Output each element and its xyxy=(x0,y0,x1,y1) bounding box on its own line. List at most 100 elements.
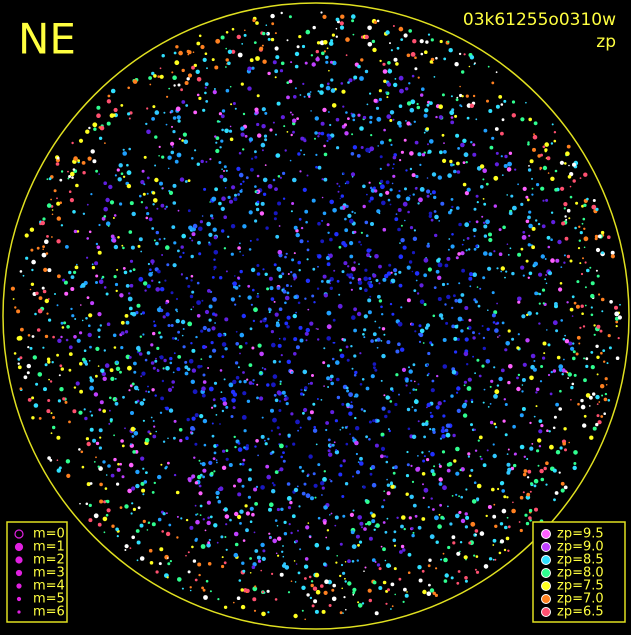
star-dot xyxy=(517,296,522,302)
star-dot xyxy=(522,472,527,477)
star-dot xyxy=(326,336,332,341)
star-dot xyxy=(563,358,565,361)
star-dot xyxy=(361,526,363,529)
star-dot xyxy=(304,209,309,214)
star-dot xyxy=(350,112,353,115)
star-dot xyxy=(282,289,287,294)
star-dot xyxy=(511,508,516,514)
star-dot xyxy=(373,98,378,103)
star-dot xyxy=(420,52,424,56)
star-dot xyxy=(458,222,462,227)
star-dot xyxy=(304,297,307,300)
star-dot xyxy=(211,276,215,279)
star-dot xyxy=(451,324,456,329)
star-dot xyxy=(249,239,252,242)
star-dot xyxy=(255,21,259,25)
star-dot xyxy=(271,489,276,494)
star-dot xyxy=(510,466,515,471)
star-dot xyxy=(283,532,288,536)
star-dot xyxy=(553,131,557,134)
star-dot xyxy=(241,462,245,466)
star-dot xyxy=(384,530,388,534)
star-dot xyxy=(369,92,372,95)
star-dot xyxy=(333,441,336,444)
star-dot xyxy=(345,386,349,390)
star-dot xyxy=(531,226,536,231)
star-dot xyxy=(53,189,57,193)
star-dot xyxy=(432,508,435,511)
star-dot xyxy=(259,46,264,51)
star-dot xyxy=(122,148,125,151)
star-dot xyxy=(170,109,174,113)
star-dot xyxy=(392,471,396,475)
star-dot xyxy=(345,111,348,114)
star-dot xyxy=(391,312,395,316)
star-dot xyxy=(467,455,470,458)
star-dot xyxy=(498,252,503,256)
star-dot xyxy=(542,302,545,305)
star-dot xyxy=(408,369,413,374)
star-dot xyxy=(239,332,245,338)
star-dot xyxy=(472,336,476,340)
star-dot xyxy=(64,291,69,296)
star-dot xyxy=(275,55,280,60)
star-dot xyxy=(435,540,439,544)
star-dot xyxy=(234,275,236,277)
star-dot xyxy=(218,161,222,164)
star-dot xyxy=(132,507,136,511)
star-dot xyxy=(248,210,253,215)
star-dot xyxy=(394,465,398,470)
star-dot xyxy=(103,215,107,218)
star-dot xyxy=(438,104,444,109)
star-dot xyxy=(207,562,212,566)
star-dot xyxy=(241,313,246,319)
star-dot xyxy=(446,294,451,300)
star-dot xyxy=(352,475,354,478)
star-dot xyxy=(483,224,488,229)
star-dot xyxy=(601,251,604,255)
star-dot xyxy=(301,609,304,612)
star-dot xyxy=(369,472,373,476)
star-dot xyxy=(371,558,376,562)
star-dot xyxy=(439,150,443,155)
star-dot xyxy=(430,469,435,474)
star-dot xyxy=(187,321,193,327)
star-dot xyxy=(331,588,335,592)
star-dot xyxy=(418,332,421,336)
star-dot xyxy=(403,33,408,38)
star-dot xyxy=(573,462,577,465)
star-dot xyxy=(507,380,511,385)
star-dot xyxy=(223,165,227,169)
star-dot xyxy=(180,88,184,92)
star-dot xyxy=(248,137,254,142)
star-dot xyxy=(392,155,397,160)
star-dot xyxy=(266,32,268,35)
star-dot xyxy=(399,550,403,554)
star-dot xyxy=(225,449,229,452)
star-dot xyxy=(105,221,111,226)
star-dot xyxy=(528,165,530,167)
star-dot xyxy=(390,482,393,486)
star-dot xyxy=(363,527,367,531)
star-dot xyxy=(503,99,507,103)
star-dot xyxy=(385,91,388,94)
star-dot xyxy=(187,551,190,554)
star-dot xyxy=(199,462,202,465)
star-dot xyxy=(408,29,413,33)
star-dot xyxy=(374,189,378,193)
star-dot xyxy=(255,207,260,212)
star-dot xyxy=(120,104,124,107)
star-dot xyxy=(191,348,196,353)
star-dot xyxy=(197,240,201,245)
star-dot xyxy=(329,374,334,379)
star-dot xyxy=(31,259,36,265)
star-dot xyxy=(194,149,197,152)
star-dot xyxy=(243,446,246,449)
star-dot xyxy=(92,159,97,164)
star-dot xyxy=(362,204,366,209)
star-dot xyxy=(482,198,485,200)
star-dot xyxy=(92,122,98,128)
star-dot xyxy=(101,277,103,280)
star-dot xyxy=(375,523,380,528)
star-dot xyxy=(406,121,411,126)
